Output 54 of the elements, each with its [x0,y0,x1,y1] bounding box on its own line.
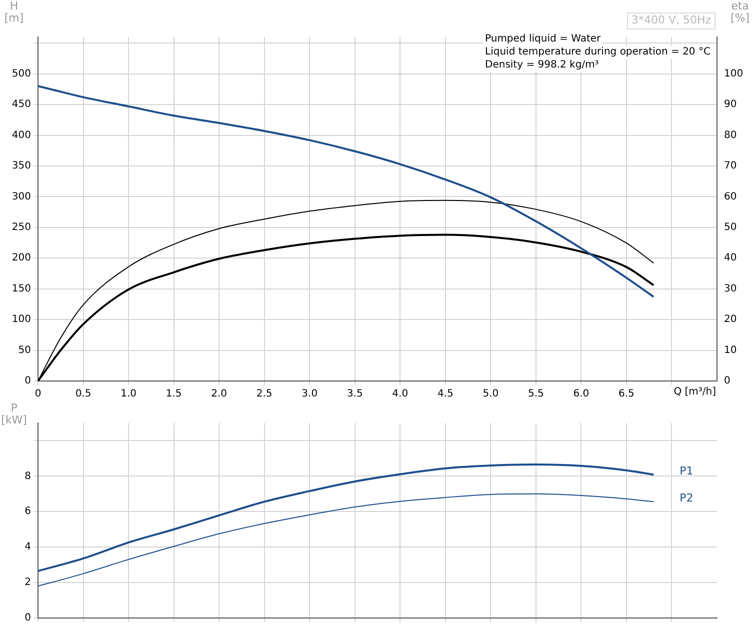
x-tick-label: 5.0 [482,388,499,400]
x-tick-label: 5.5 [528,388,544,400]
annotation: Liquid temperature during operation = 20 °C [485,46,710,58]
y-tick-label: 350 [12,160,31,172]
y2-tick-label: 10 [724,344,737,356]
x-tick-label: 6.0 [573,388,590,400]
y-tick-label: 0 [24,376,31,387]
y2-tick-label: 40 [724,252,737,264]
text: P1 [680,464,694,478]
y2-tick-label: 70 [724,160,737,172]
y-tick-label: 300 [12,191,31,202]
y2-axis-title: eta [%] [730,0,750,24]
y-tick-label: 6 [24,506,31,518]
y-tick-label: 500 [12,68,31,80]
x-axis-title: Q [m³/h] [674,386,716,398]
line-series [38,463,655,572]
y-tick-label: 50 [18,344,31,356]
x-tick-label: 3.0 [302,388,318,400]
y2-tick-label: 60 [724,191,737,202]
y-axis-title: P [kW] [1,401,27,426]
y2-tick-label: 100 [724,68,744,80]
line-series [38,493,654,587]
y2-tick-label: 0 [724,376,730,387]
x-tick-label: 3.5 [346,388,363,400]
y-tick-label: 100 [12,314,31,326]
y-tick-label: 400 [12,130,31,141]
y-tick-label: 250 [12,222,31,234]
line-series [38,85,655,298]
x-tick-label: 0 [34,388,42,400]
y-tick-label: 200 [12,252,31,264]
y-tick-label: 450 [12,99,31,110]
y2-tick-label: 90 [724,99,737,110]
y-tick-label: 0 [24,612,31,624]
text: P2 [680,492,694,505]
x-tick-label: 6.5 [618,388,634,400]
x-tick-label: 1.5 [166,388,182,400]
text: 3*400 V, 50Hz [631,13,712,26]
y2-tick-label: 20 [724,314,737,326]
annotation: Pumped liquid = Water [485,34,602,45]
y-axis-title: H [m] [4,0,24,24]
y2-tick-label: 50 [724,222,737,234]
x-tick-label: 0.5 [75,388,92,400]
y-tick-label: 4 [24,542,31,553]
y-tick-label: 8 [24,470,31,482]
y2-tick-label: 30 [724,283,737,294]
x-tick-label: 2.0 [211,388,228,400]
y-tick-label: 2 [24,577,31,588]
x-tick-label: 4.5 [437,388,454,400]
x-tick-label: 2.5 [256,388,272,400]
annotation: Density = 998.2 kg/m³ [485,60,599,71]
y-tick-label: 150 [12,283,31,294]
x-tick-label: 1.0 [120,388,136,400]
y2-tick-label: 80 [724,130,737,141]
x-tick-label: 4.0 [392,388,408,400]
